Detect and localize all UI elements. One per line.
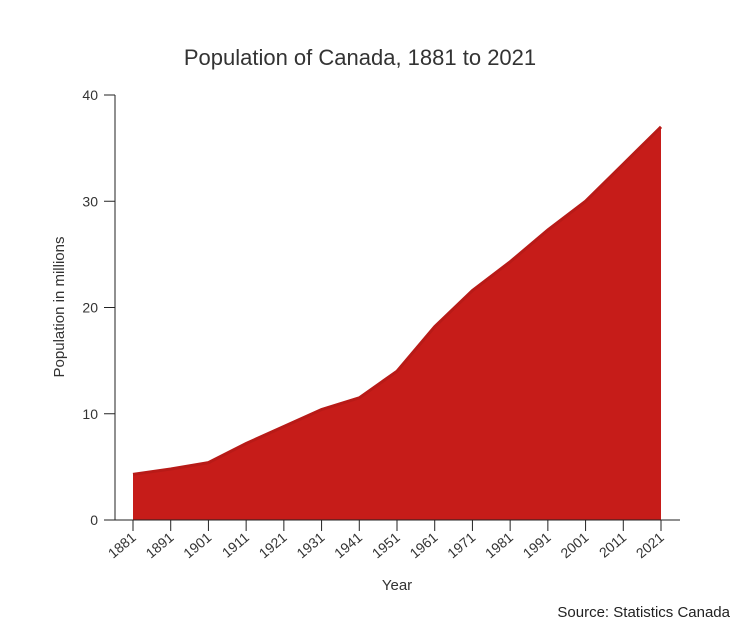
x-tick-label-2021: 2021 [633, 529, 667, 561]
chart-title: Population of Canada, 1881 to 2021 [184, 45, 536, 70]
y-axis: 0 10 20 30 40 [82, 87, 116, 528]
population-line [132, 125, 663, 476]
population-area [133, 126, 661, 520]
x-tick-label-1991: 1991 [520, 529, 554, 561]
y-axis-title: Population in millions [51, 237, 68, 378]
x-tick-label-1961: 1961 [406, 529, 440, 561]
x-tick-label-1921: 1921 [256, 529, 290, 561]
y-tick-label-20: 20 [82, 300, 98, 316]
y-tick-label-30: 30 [82, 193, 98, 209]
x-tick-label-1881: 1881 [105, 529, 139, 561]
x-axis: 1881 1891 1901 1911 1921 1931 1941 1951 1961 1971… [105, 519, 680, 561]
plot-area [132, 125, 663, 520]
x-tick-label-1971: 1971 [444, 529, 478, 561]
x-axis-title: Year [382, 577, 412, 594]
x-tick-label-1941: 1941 [331, 529, 365, 561]
y-tick-label-40: 40 [82, 87, 98, 103]
y-tick-label-10: 10 [82, 406, 98, 422]
x-tick-label-1931: 1931 [293, 529, 327, 561]
x-tick-label-1901: 1901 [180, 529, 214, 561]
x-tick-label-1951: 1951 [369, 529, 403, 561]
source-note: Source: Statistics Canada [557, 604, 730, 621]
x-tick-label-1981: 1981 [482, 529, 516, 561]
x-tick-label-2001: 2001 [557, 529, 591, 561]
y-tick-label-0: 0 [90, 512, 98, 528]
x-tick-label-2011: 2011 [596, 529, 630, 561]
x-tick-label-1911: 1911 [219, 529, 253, 561]
x-tick-label-1891: 1891 [142, 529, 176, 561]
